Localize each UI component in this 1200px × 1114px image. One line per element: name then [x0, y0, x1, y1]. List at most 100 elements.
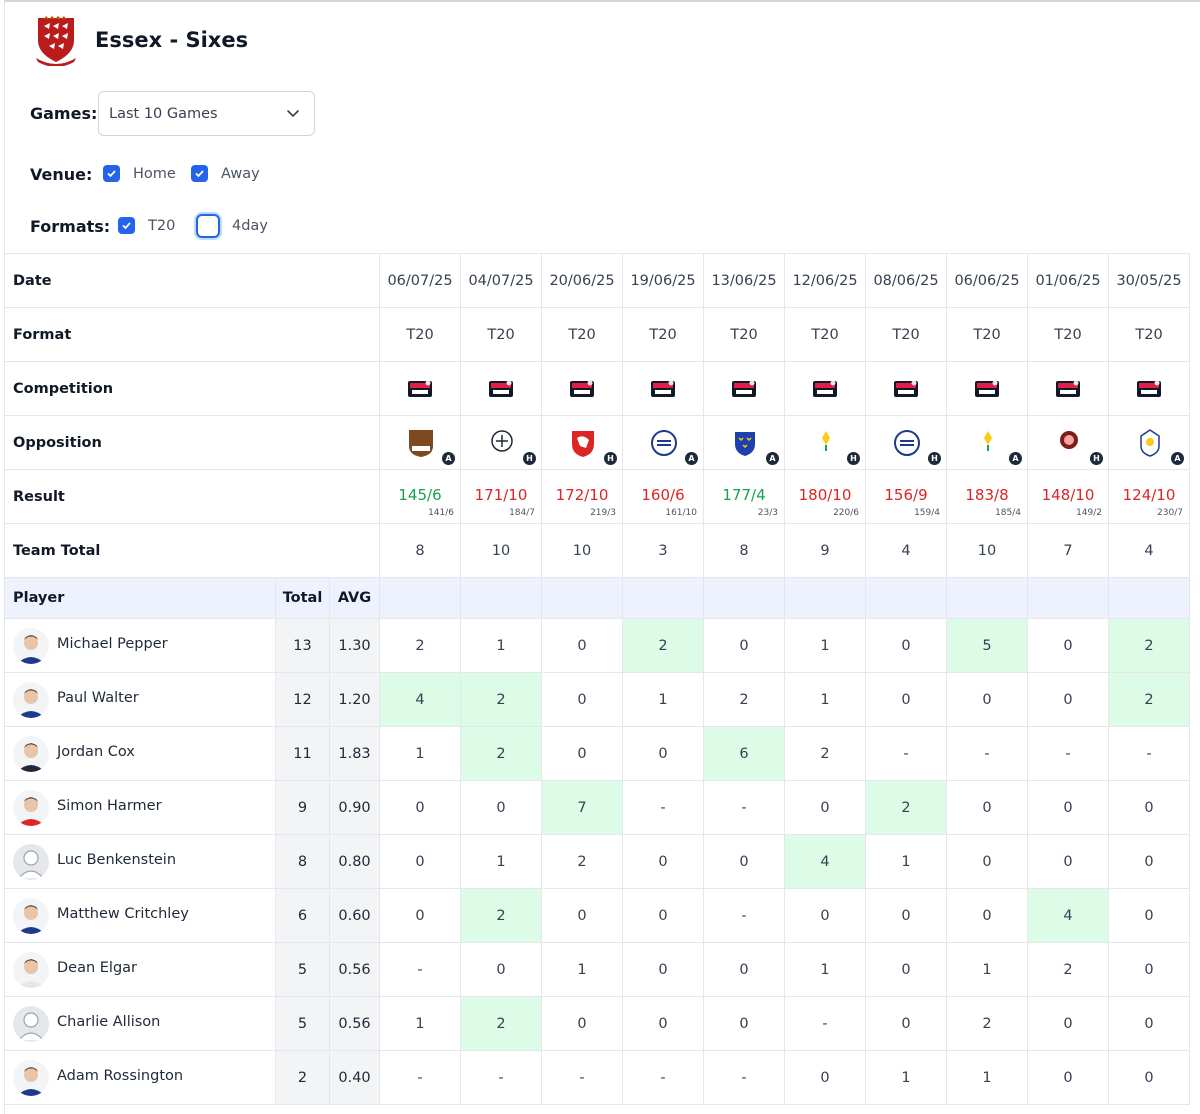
team-score: 183/8 — [965, 486, 1009, 504]
team-total-value: 9 — [784, 523, 867, 578]
venue-label: Venue: — [30, 165, 93, 184]
sixes-cell: 0 — [946, 780, 1029, 835]
player-name[interactable]: Jordan Cox — [57, 744, 135, 760]
player-row[interactable]: Adam Rossington 2 0.40- - - - -0 1 1 0 0 — [4, 1050, 1191, 1105]
venue-away-checkbox[interactable]: Away — [191, 165, 260, 182]
player-row[interactable]: Michael Pepper 13 1.30 2 1 0 2 0 1 0 5 0 2 — [4, 618, 1191, 673]
sixes-cell: 0 — [1108, 834, 1191, 889]
player-row[interactable]: Matthew Critchley 6 0.60 0 2 0 0-0 0 0 4 0 — [4, 888, 1191, 943]
player-avg: 0.90 — [328, 780, 381, 835]
team-total-value: 10 — [541, 523, 624, 578]
sixes-cell: 0 — [1027, 780, 1110, 835]
sixes-cell: 2 — [946, 996, 1029, 1051]
sixes-cell: - — [379, 942, 462, 997]
sixes-cell: - — [622, 1050, 705, 1105]
player-name[interactable]: Michael Pepper — [57, 636, 168, 652]
sixes-cell: - — [1108, 726, 1191, 781]
player-total: 5 — [275, 996, 330, 1051]
player-name-cell[interactable]: Matthew Critchley — [4, 888, 276, 943]
player-name-cell[interactable]: Dean Elgar — [4, 942, 276, 997]
home-badge: H — [1090, 452, 1104, 465]
player-row[interactable]: Simon Harmer 9 0.90 0 0 7- -0 2 0 0 0 — [4, 780, 1191, 835]
player-avatar — [13, 790, 49, 826]
player-name[interactable]: Paul Walter — [57, 690, 139, 706]
opposition-score: 161/10 — [665, 508, 698, 518]
games-label: Games: — [30, 104, 98, 123]
competition-cell — [865, 361, 948, 416]
player-name-cell[interactable]: Adam Rossington — [4, 1050, 276, 1105]
team-total-row-label: Team Total — [3, 523, 381, 578]
sixes-cell: 0 — [1108, 942, 1191, 997]
player-name[interactable]: Charlie Allison — [57, 1014, 161, 1030]
sixes-cell: - — [703, 888, 786, 943]
player-avg: 0.56 — [328, 996, 381, 1051]
sixes-cell: - — [865, 726, 948, 781]
home-badge: H — [928, 452, 942, 465]
checkbox-checked-icon[interactable] — [191, 165, 208, 182]
game-date: 13/06/25 — [703, 253, 786, 308]
player-name-cell[interactable]: Jordan Cox — [4, 726, 276, 781]
sixes-cell: 2 — [541, 834, 624, 889]
player-name-cell[interactable]: Michael Pepper — [4, 618, 276, 673]
player-avg: 1.83 — [328, 726, 381, 781]
player-name-cell[interactable]: Simon Harmer — [4, 780, 276, 835]
sixes-cell: 0 — [541, 888, 624, 943]
player-row[interactable]: Jordan Cox 11 1.83 1 2 0 0 6 2- - - - — [4, 726, 1191, 781]
top-sixes-cell: 2 — [460, 888, 543, 943]
player-name[interactable]: Dean Elgar — [57, 960, 138, 976]
player-total: 8 — [275, 834, 330, 889]
sixes-cell: 0 — [1027, 996, 1110, 1051]
player-name[interactable]: Adam Rossington — [57, 1068, 184, 1084]
opposition-cell: H — [784, 415, 867, 470]
player-avatar — [13, 898, 49, 934]
somerset-logo-icon — [1057, 431, 1082, 456]
checkbox-checked-icon[interactable] — [103, 165, 120, 182]
player-avatar — [13, 682, 49, 718]
player-name-cell[interactable]: Paul Walter — [4, 672, 276, 727]
format-4day-checkbox[interactable]: 4day — [196, 214, 268, 238]
player-total: 6 — [275, 888, 330, 943]
player-name-cell[interactable]: Charlie Allison — [4, 996, 276, 1051]
team-total-value: 3 — [622, 523, 705, 578]
games-select[interactable]: Last 10 Games — [98, 91, 315, 136]
sixes-cell: 0 — [865, 618, 948, 673]
result-cell: 160/6 161/10 — [622, 469, 705, 524]
sixes-cell: 0 — [541, 618, 624, 673]
opposition-cell: A — [622, 415, 705, 470]
opposition-score: 185/4 — [995, 508, 1022, 518]
game-column-header — [703, 577, 786, 619]
player-row[interactable]: Dean Elgar 5 0.56-0 1 0 0 1 0 1 2 0 — [4, 942, 1191, 997]
team-total-value: 7 — [1027, 523, 1110, 578]
format-t20-label: T20 — [148, 217, 176, 234]
game-format: T20 — [703, 307, 786, 362]
player-name[interactable]: Simon Harmer — [57, 798, 162, 814]
date-row: Date 06/07/25 04/07/25 20/06/25 19/06/25 13/… — [3, 253, 1191, 308]
checkbox-checked-icon[interactable] — [118, 217, 135, 234]
player-name[interactable]: Luc Benkenstein — [57, 852, 177, 868]
vitality-blast-icon — [651, 380, 676, 397]
sixes-cell: 0 — [622, 996, 705, 1051]
top-sixes-cell: 2 — [1108, 618, 1191, 673]
kent-logo-icon — [572, 431, 595, 457]
sixes-cell: 1 — [946, 942, 1029, 997]
top-sixes-cell: 4 — [379, 672, 462, 727]
glamorgan-logo-icon — [976, 431, 1001, 456]
sixes-cell: - — [379, 1050, 462, 1105]
sixes-cell: 0 — [865, 942, 948, 997]
player-row[interactable]: Paul Walter 12 1.20 4 2 0 1 2 1 0 0 0 2 — [4, 672, 1191, 727]
essex-crest-icon — [36, 16, 76, 66]
player-name[interactable]: Matthew Critchley — [57, 906, 189, 922]
venue-home-checkbox[interactable]: Home — [103, 165, 176, 182]
competition-cell — [1027, 361, 1110, 416]
game-column-header — [622, 577, 705, 619]
player-name-cell[interactable]: Luc Benkenstein — [4, 834, 276, 889]
player-row[interactable]: Charlie Allison 5 0.56 1 2 0 0 0-0 2 0 0 — [4, 996, 1191, 1051]
game-format: T20 — [379, 307, 462, 362]
top-sixes-cell: 5 — [946, 618, 1029, 673]
format-t20-checkbox[interactable]: T20 — [118, 217, 175, 234]
checkbox-unchecked-icon[interactable] — [196, 214, 220, 238]
game-column-header — [460, 577, 543, 619]
player-row[interactable]: Luc Benkenstein 8 0.80 0 1 2 0 0 4 1 0 0 0 — [4, 834, 1191, 889]
competition-cell — [946, 361, 1029, 416]
result-cell: 183/8 185/4 — [946, 469, 1029, 524]
